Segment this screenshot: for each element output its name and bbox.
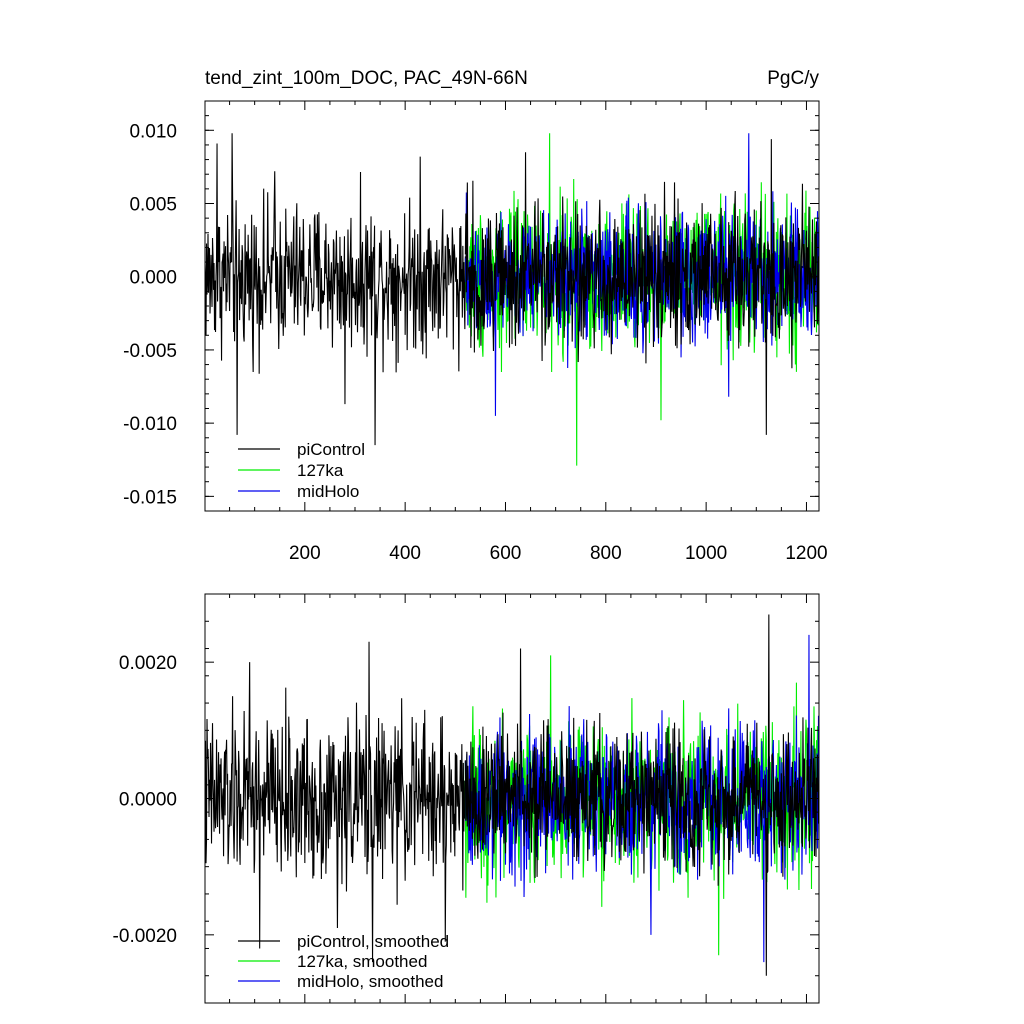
legend-label: piControl	[297, 440, 365, 459]
y-tick-label: -0.010	[123, 414, 177, 435]
legend: piControl 127ka midHolo	[238, 440, 365, 501]
chart-units-right: PgC/y	[767, 68, 819, 89]
legend-label: 127ka, smoothed	[297, 952, 427, 971]
series-line-picontrol	[205, 133, 466, 446]
y-tick-label: -0.015	[123, 487, 177, 508]
y-tick-label: 0.0000	[119, 790, 177, 811]
x-tick-label: 800	[590, 543, 622, 564]
y-tick-label: -0.005	[123, 341, 177, 362]
y-tick-label: 0.000	[129, 268, 177, 289]
chart-title-left: tend_zint_100m_DOC, PAC_49N-66N	[205, 68, 528, 89]
y-tick-label: 0.0020	[119, 653, 177, 674]
series-line-picontrol-smoothed	[464, 614, 819, 976]
top-panel: 200 400 600 800 1000 1200 0.010 0.005 0.000 -0.00…	[123, 100, 828, 564]
y-tick-label: -0.0020	[113, 926, 177, 947]
legend-label: midHolo	[297, 482, 359, 501]
x-tick-label: 400	[389, 543, 421, 564]
x-tick-label: 1200	[785, 543, 827, 564]
x-tick-label: 200	[289, 543, 321, 564]
legend-label: 127ka	[297, 461, 344, 480]
x-tick-label: 600	[490, 543, 522, 564]
series-line-picontrol	[464, 139, 819, 435]
series-line-picontrol-smoothed	[205, 641, 466, 963]
legend-label: midHolo, smoothed	[297, 972, 443, 991]
bottom-panel: 0.0020 0.0000 -0.0020 piControl, smoothed12…	[113, 593, 820, 1004]
y-tick-label: 0.010	[129, 121, 177, 142]
x-tick-label: 1000	[685, 543, 727, 564]
legend-label: piControl, smoothed	[297, 932, 449, 951]
y-tick-label: 0.005	[129, 195, 177, 216]
